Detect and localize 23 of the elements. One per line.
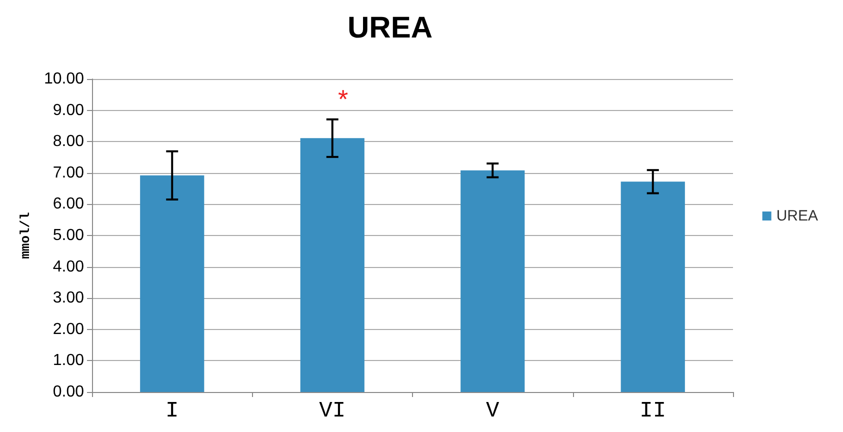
x-tick-label: I bbox=[166, 398, 179, 424]
y-tick-label: 10.00 bbox=[44, 70, 84, 88]
chart-title: UREA bbox=[347, 12, 433, 44]
bar bbox=[300, 138, 364, 392]
annotation: * bbox=[338, 84, 348, 114]
y-tick-label: 2.00 bbox=[52, 320, 84, 338]
y-tick-label: 4.00 bbox=[52, 258, 84, 276]
y-tick-label: 8.00 bbox=[52, 133, 84, 150]
y-tick-label: 7.00 bbox=[52, 164, 84, 182]
y-tick-label: 0.00 bbox=[52, 384, 84, 400]
y-tick-label: 9.00 bbox=[52, 102, 84, 119]
x-tick-label: II bbox=[640, 398, 666, 424]
x-tick-label: VI bbox=[319, 398, 346, 424]
x-tick-label: V bbox=[486, 398, 500, 424]
y-tick-label: 6.00 bbox=[52, 196, 84, 213]
bar bbox=[460, 170, 525, 392]
y-tick-label: 5.00 bbox=[52, 227, 84, 244]
bar bbox=[140, 175, 204, 392]
bar bbox=[620, 182, 685, 392]
y-tick-label: 3.00 bbox=[52, 290, 84, 307]
legend-label: UREA bbox=[776, 208, 818, 224]
y-tick-label: 1.00 bbox=[52, 352, 84, 370]
y-axis-title: mmol/l bbox=[18, 212, 33, 259]
